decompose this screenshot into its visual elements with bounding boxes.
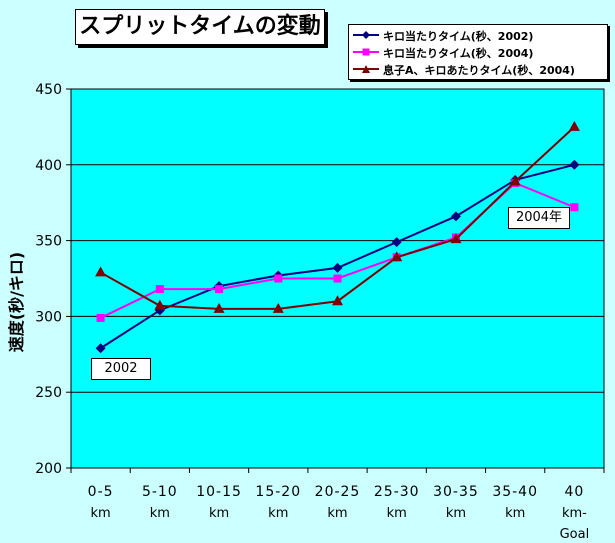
chart-title: スプリットタイムの変動: [75, 9, 325, 45]
legend: キロ当たりタイム(秒、2002) キロ当たりタイム(秒、2004) 息子A、キロ…: [348, 24, 608, 80]
x-tick-label: km: [91, 506, 111, 521]
data-point: [450, 211, 461, 222]
data-point: [391, 251, 403, 262]
data-point: [95, 343, 106, 354]
data-point: [96, 313, 105, 322]
y-tick-label: 350: [35, 234, 62, 250]
annotation-2004: 2004年: [508, 207, 570, 229]
x-tick-label: Goal: [560, 527, 590, 542]
y-tick-label: 300: [35, 309, 62, 325]
legend-label-2004: キロ当たりタイム(秒、2004): [383, 47, 534, 60]
annotation-2002: 2002: [91, 358, 151, 380]
x-tick-label: km: [505, 506, 525, 521]
x-tick-label: km: [387, 506, 407, 521]
data-point: [570, 203, 579, 212]
data-point: [568, 120, 580, 131]
x-tick-label: 30-35: [433, 484, 479, 500]
data-point: [95, 266, 107, 277]
x-tick-label: km: [446, 506, 466, 521]
x-tick-label: 10-15: [196, 484, 242, 500]
data-point: [450, 233, 462, 244]
x-tick-label: km: [150, 506, 170, 521]
data-point: [155, 285, 164, 294]
y-axis-label: 速度(秒/キロ): [2, 242, 28, 362]
legend-item-2004: キロ当たりタイム(秒、2004): [351, 44, 605, 60]
data-point: [274, 274, 283, 283]
x-tick-label: 35-40: [492, 484, 538, 500]
data-point: [332, 262, 343, 273]
x-tick-label: km: [209, 506, 229, 521]
x-tick-label: 20-25: [315, 484, 361, 500]
data-point: [391, 237, 402, 248]
data-point: [213, 302, 225, 313]
x-tick-label: 25-30: [374, 484, 420, 500]
data-point: [215, 285, 224, 294]
y-tick-label: 250: [35, 385, 62, 401]
legend-label-son-2004: 息子A、キロあたりタイム(秒、2004): [383, 64, 575, 77]
x-tick-label: km: [268, 506, 288, 521]
data-point: [332, 295, 343, 306]
legend-item-son-2004: 息子A、キロあたりタイム(秒、2004): [351, 61, 605, 77]
y-tick-label: 450: [35, 82, 62, 98]
data-point: [272, 302, 284, 313]
x-tick-label: 0-5: [88, 484, 114, 500]
x-tick-label: 40: [564, 484, 584, 500]
x-tick-label: km: [327, 506, 347, 521]
y-tick-label: 200: [35, 461, 62, 477]
x-tick-label: 5-10: [142, 484, 178, 500]
data-point: [569, 159, 580, 170]
x-tick-label: km-: [562, 506, 587, 521]
x-tick-label: 15-20: [255, 484, 301, 500]
legend-label-2002: キロ当たりタイム(秒、2002): [383, 30, 534, 43]
data-point: [509, 175, 521, 186]
y-tick-label: 400: [35, 158, 62, 174]
y-axis-label-text: 速度(秒/キロ): [7, 251, 26, 353]
legend-item-2002: キロ当たりタイム(秒、2002): [351, 27, 605, 43]
data-point: [333, 274, 342, 283]
data-point: [154, 299, 166, 310]
